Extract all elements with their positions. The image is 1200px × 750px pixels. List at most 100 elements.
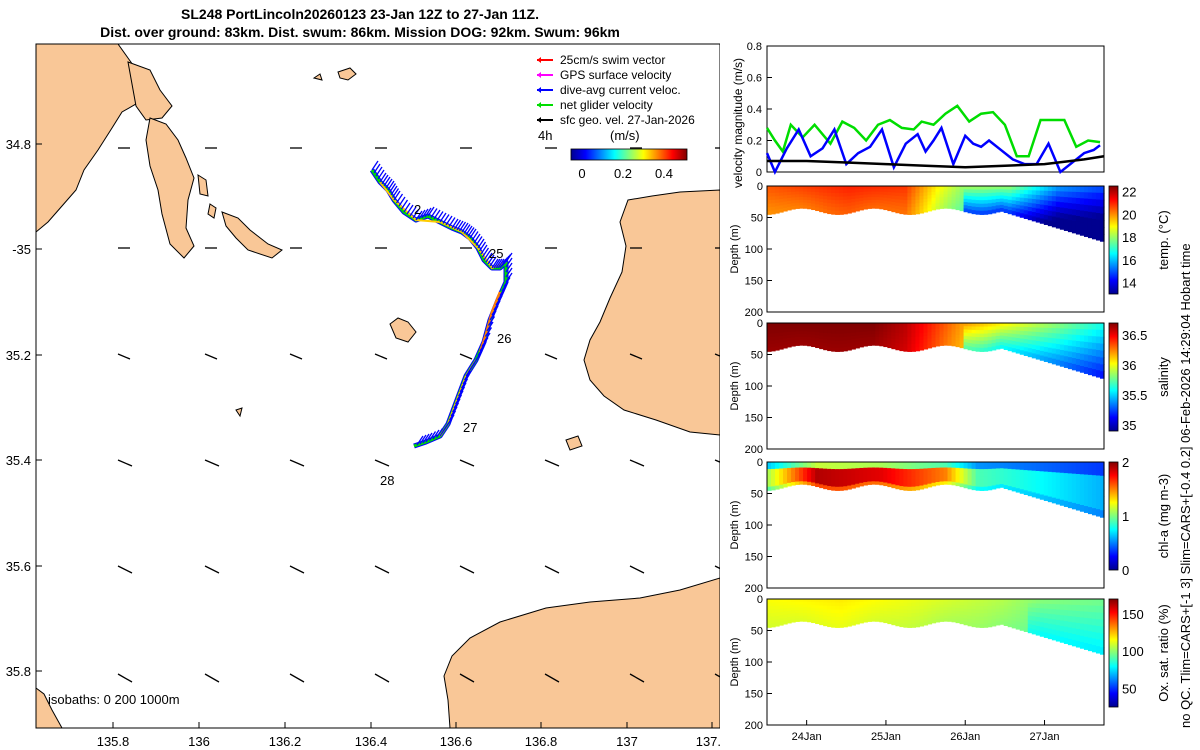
heatmap-cell [855,462,860,466]
y-tick-label: 0 [757,594,763,606]
heatmap-cell [1019,350,1025,355]
heatmap-cell [975,323,981,328]
heatmap-cell [791,325,796,330]
current-vector [489,310,497,321]
heatmap-cell [799,199,804,204]
heatmap-cell [871,325,876,330]
heatmap-cell [1023,351,1029,356]
current-vector [448,410,457,421]
heatmap-cell [823,618,828,623]
heatmap-cell [1087,494,1093,502]
heatmap-cell [779,602,784,607]
heatmap-cell [863,464,868,469]
legend-label: dive-avg current veloc. [560,83,681,97]
heatmap-cell [1039,489,1045,496]
heatmap-cell [895,186,900,190]
heatmap-cell [1003,195,1009,200]
heatmap-cell [1079,474,1085,482]
heatmap-cell [947,205,953,209]
heatmap-cell [887,201,892,205]
heatmap-cell [867,202,872,207]
heatmap-cell [807,464,812,469]
heatmap-cell [1079,359,1085,367]
heatmap-cell [823,602,828,607]
heatmap-cell [1047,190,1053,197]
heatmap-cell [1087,644,1093,652]
heatmap-cell [999,192,1005,197]
heatmap-cell [1071,622,1077,629]
heatmap-cell [887,332,892,336]
heatmap-cell [991,339,997,344]
y-tick-label: 0.2 [747,136,762,148]
heatmap-cell [895,471,900,476]
heatmap-cell [987,475,993,480]
heatmap-cell [939,336,945,341]
heatmap-cell [775,333,780,338]
heatmap-cell [1051,353,1057,360]
current-vector [480,244,488,255]
heatmap-cell [791,607,796,612]
heatmap-cell [863,462,868,466]
current-vector [409,206,417,217]
heatmap-cell [1023,206,1029,211]
heatmap-cell [887,338,892,342]
heatmap-cell [1067,496,1073,503]
heatmap-cell [915,210,921,215]
heatmap-cell [879,613,884,617]
geo-arrow [544,565,560,574]
heatmap-cell [903,486,909,491]
heatmap-cell [995,474,1001,479]
heatmap-cell [1075,634,1081,642]
heatmap-cell [1043,613,1049,619]
heatmap-cell [783,605,788,609]
heatmap-cell [795,478,800,483]
heatmap-cell [1067,208,1073,216]
heatmap-cell [1067,638,1073,646]
heatmap-cell [807,202,812,207]
heatmap-cell [1011,476,1017,481]
heatmap-cell [827,336,832,341]
heatmap-cell [859,601,864,606]
heatmap-cell [839,340,844,345]
heatmap-cell [783,198,788,203]
heatmap-cell [899,468,905,473]
heatmap-cell [1051,358,1057,365]
heatmap-cell [943,464,949,469]
heatmap-cell [1055,328,1061,335]
heatmap-cell [835,472,840,477]
heatmap-cell [875,336,880,341]
heatmap-cell [787,599,792,603]
heatmap-cell [1063,219,1069,226]
heatmap-cell [811,470,816,475]
heatmap-cell [799,328,804,332]
heatmap-cell [1091,501,1097,509]
heatmap-cell [927,189,933,193]
heatmap-cell [935,343,941,347]
heatmap-cell [1095,329,1101,338]
heatmap-cell [839,606,844,611]
heatmap-cell [943,186,949,190]
heatmap-cell [995,608,1001,613]
heatmap-cell [907,616,913,621]
heatmap-cell [915,609,921,614]
heatmap-cell [843,340,848,345]
heatmap-cell [963,611,969,616]
heatmap-cell [979,326,985,331]
heatmap-cell [1039,204,1045,210]
heatmap-cell [955,191,961,196]
geo-arrow [289,565,305,574]
heatmap-cell [1063,356,1069,363]
heatmap-cell [879,194,884,198]
heatmap-cell [947,325,953,330]
heatmap-cell [795,188,800,193]
heatmap-cell [971,605,977,610]
heatmap-cell [807,325,812,330]
heatmap-cell [1047,471,1053,478]
heatmap-cell [1019,197,1025,203]
heatmap-cell [951,191,957,196]
heatmap-cell [827,479,832,484]
heatmap-cell [823,195,828,200]
heatmap-cell [823,599,828,603]
heatmap-cell [1067,334,1073,341]
heatmap-cell [1083,204,1089,212]
